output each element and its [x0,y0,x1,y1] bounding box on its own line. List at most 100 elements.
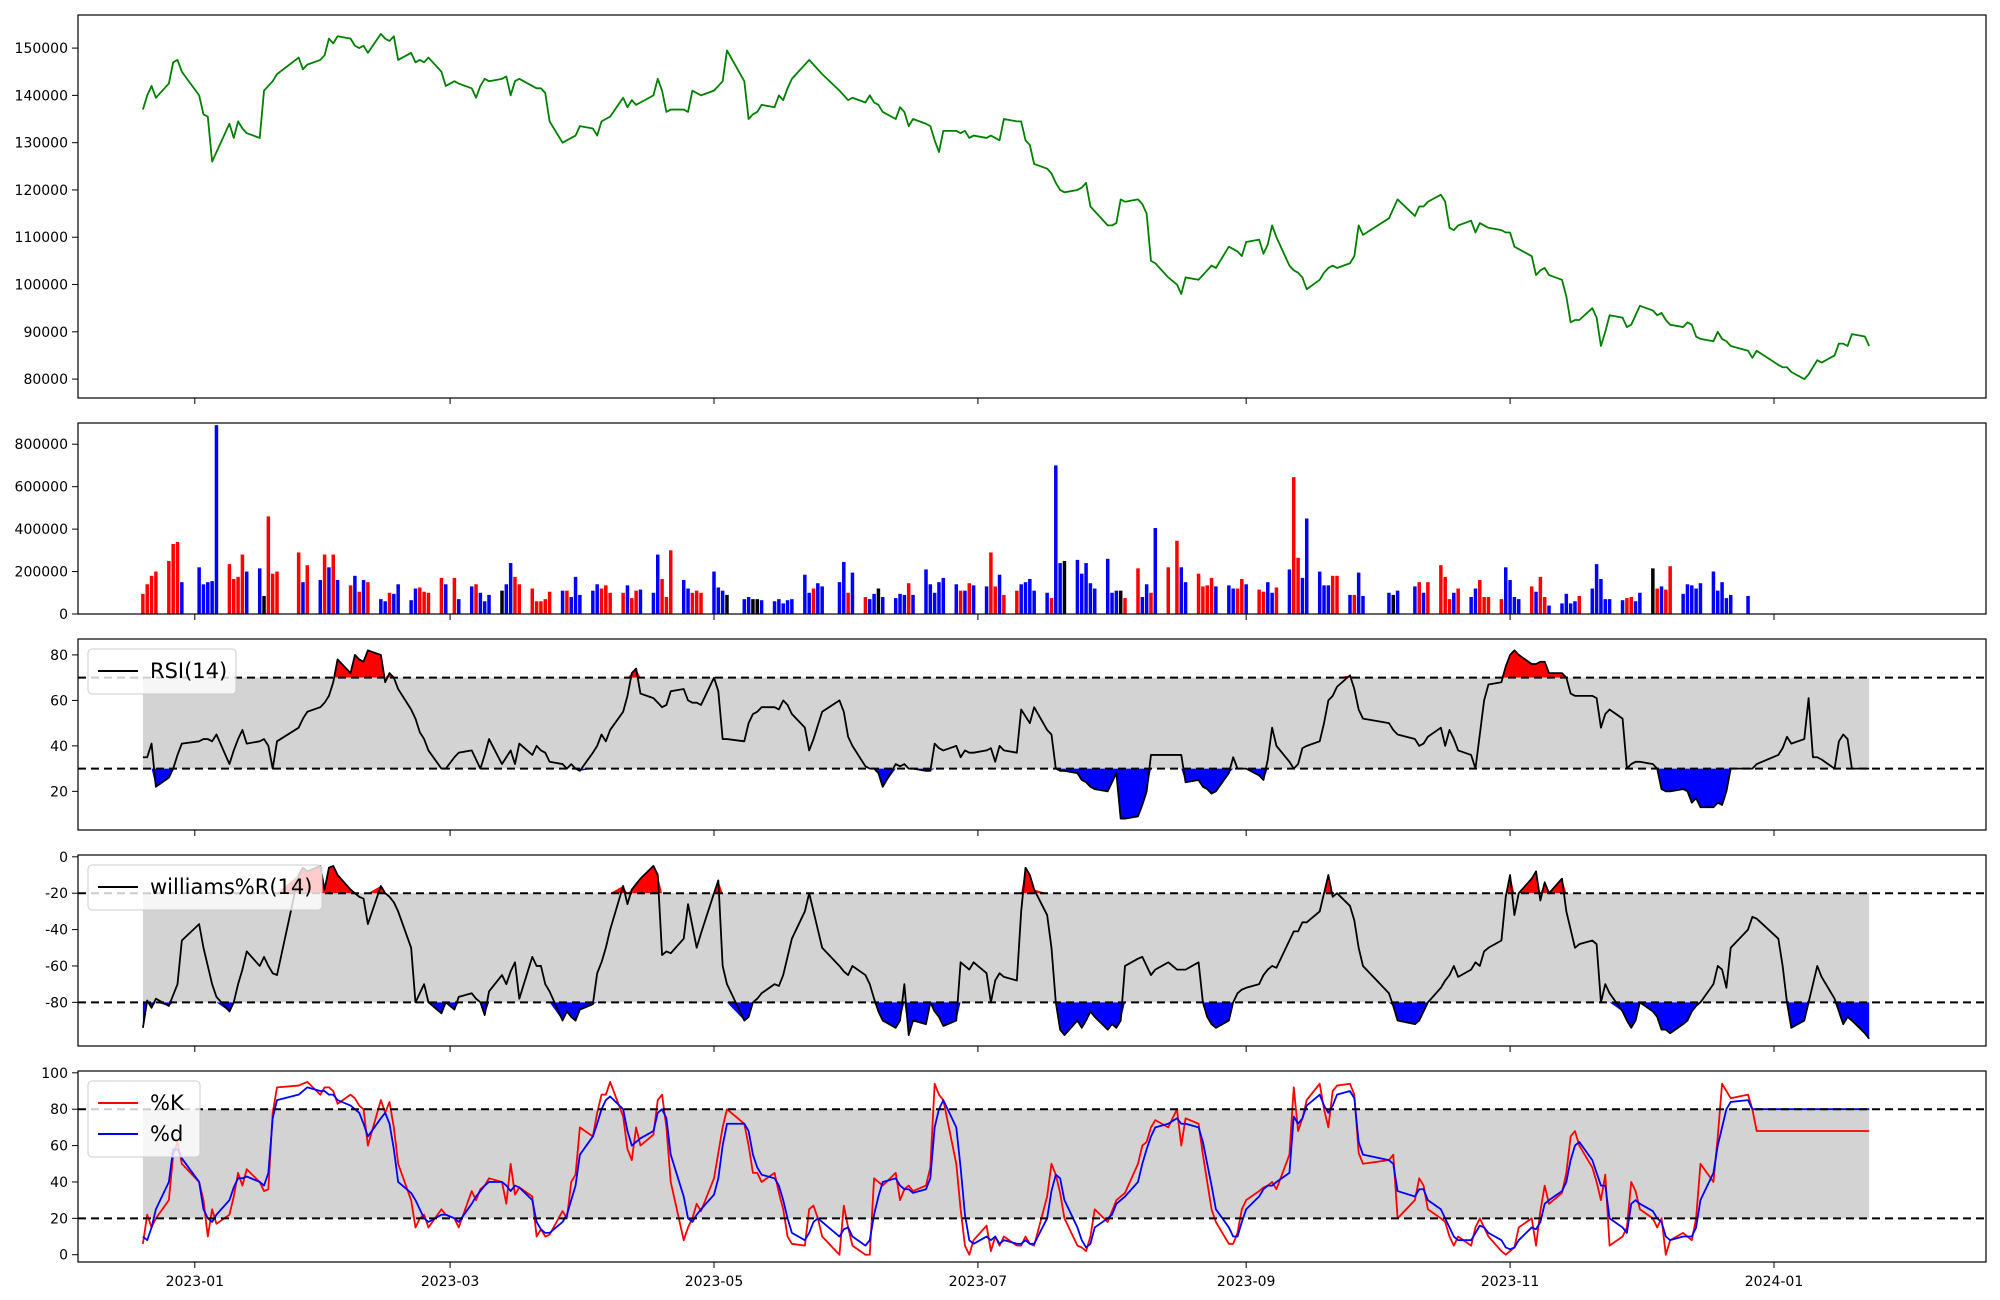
volume-bar [777,599,781,614]
volume-bar [1681,593,1685,614]
volume-bar [1698,583,1703,614]
volume-bar [1603,599,1608,614]
volume-bar [837,582,842,614]
x-tick-label: 2023-01 [166,1274,225,1290]
williams-line [142,865,1870,1040]
volume-bar [1547,605,1551,614]
volume-bar [413,588,418,614]
volume-bar [772,601,777,614]
volume-bar [1045,592,1049,614]
y-tick-label: 0 [59,607,68,623]
volume-bar [331,554,336,614]
volume-bar [1114,590,1119,614]
volume-bar [1594,564,1599,614]
y-tick-label: 20 [50,784,68,800]
legend-label: williams%R(14) [150,875,312,899]
volume-bar [500,590,504,614]
volume-bar [1019,584,1023,614]
volume-bar [530,588,535,614]
volume-bar [638,589,643,614]
volume-bar [807,592,811,614]
volume-bar [1452,592,1456,614]
volume-bar [1175,540,1179,614]
y-tick-label: 90000 [23,325,68,341]
volume-bar [1443,576,1447,614]
volume-bar [608,592,612,614]
volume-bar [426,592,431,614]
volume-bar [504,584,509,614]
volume-bar [850,572,855,614]
volume-bar [474,584,478,614]
williams-panel: -80 -60 -40 -20 0 williams%R(14) [45,850,1987,1052]
volume-bar [240,554,245,614]
volume-bar [720,590,725,614]
volume-bar [227,564,232,614]
volume-bar [1724,598,1729,614]
x-tick-label: 2023-09 [1217,1274,1276,1290]
volume-bar [439,577,444,614]
volume-bar [318,580,323,614]
volume-bar [712,571,716,614]
volume-bar [1651,568,1655,614]
volume-bar [1542,597,1547,614]
volume-bar [876,588,881,614]
volume-bar [171,543,175,614]
volume-bar [967,583,972,614]
y-tick-label: 120000 [15,183,68,199]
volume-bar [1439,565,1443,614]
volume-bar [690,592,695,614]
legend-label: %d [150,1122,183,1146]
volume-bar [456,599,461,614]
volume-bar [1352,594,1357,614]
volume-bar [210,581,214,614]
volume-bar [811,588,816,614]
y-tick-label: 100000 [15,278,68,294]
volume-bar [1478,580,1482,614]
volume-bar [1257,589,1261,614]
volume-bar [1473,588,1478,614]
volume-bar [1607,599,1612,614]
volume-bar [984,586,989,614]
y-tick-label: 80 [50,1102,68,1118]
volume-bar [1668,566,1672,614]
volume-bar [232,578,236,614]
volume-bar [469,586,474,614]
volume-bar [893,598,898,614]
overbought-fill [142,650,1870,678]
volume-bar [1322,585,1326,614]
volume-bar [785,600,790,614]
legend: williams%R(14) [87,864,323,911]
volume-bar [1123,598,1127,614]
volume-bar [1317,571,1322,614]
volume-bar [361,580,366,614]
volume-bar [145,584,149,614]
volume-bar [1023,582,1028,614]
y-tick-label: 110000 [15,230,68,246]
volume-bar [565,590,569,614]
d-line [142,1086,1870,1251]
volume-bar [803,574,807,614]
volume-bar [206,582,210,614]
volume-bar [366,582,370,614]
volume-bar [755,599,760,614]
volume-bar [1426,582,1430,614]
volume-bar [1456,588,1460,614]
volume-bar [275,571,279,614]
volume-bar [725,594,729,614]
y-tick-label: 600000 [15,480,68,496]
legend: %K %d [87,1080,201,1158]
volume-bar [1062,560,1067,614]
volume-bar [1105,558,1110,614]
volume-bar [452,577,457,614]
volume-bar [1361,595,1365,614]
volume-bar [244,571,249,614]
volume-bar [1512,597,1517,614]
volume-bar [604,585,608,614]
volume-bar [1664,589,1668,614]
volume-bar [141,593,145,614]
volume-bar [751,599,755,614]
volume-bar [1326,585,1331,614]
volume-bar [1413,586,1417,614]
volume-bar [1568,603,1573,614]
volume-bar [742,599,747,614]
